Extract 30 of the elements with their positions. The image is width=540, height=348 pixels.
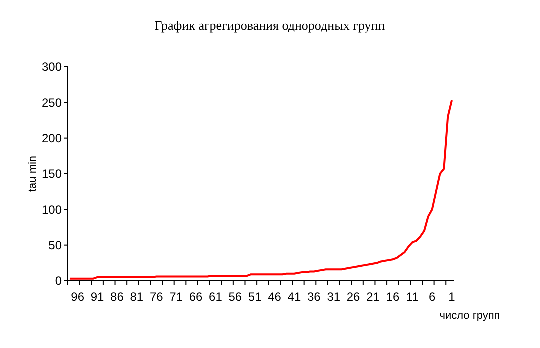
y-tick-label: 100 xyxy=(42,202,62,217)
x-tick-label: 51 xyxy=(248,290,262,304)
x-tick-label: 56 xyxy=(228,290,242,304)
y-tick-label: 200 xyxy=(42,132,62,146)
x-tick-label: 36 xyxy=(307,290,322,304)
x-tick-label: 66 xyxy=(189,290,204,304)
x-tick-label: 11 xyxy=(406,290,420,304)
x-tick-label: 41 xyxy=(288,290,302,304)
x-tick-label: 81 xyxy=(130,290,144,304)
y-axis-title: tau min xyxy=(27,156,39,192)
y-tick-label: 0 xyxy=(55,274,62,288)
x-tick-label: 46 xyxy=(268,290,282,304)
x-tick-label: 6 xyxy=(428,290,436,304)
x-tick-label: 26 xyxy=(346,290,361,304)
x-tick-label: 91 xyxy=(90,290,105,304)
y-tick-label: 300 xyxy=(42,60,62,74)
x-tick-label: 86 xyxy=(110,290,124,304)
x-tick-label: 76 xyxy=(150,290,164,304)
y-tick-label: 150 xyxy=(42,167,62,182)
x-tick-label: 31 xyxy=(327,290,341,304)
x-tick-label: 1 xyxy=(448,290,456,304)
x-tick-label: 71 xyxy=(170,290,184,304)
x-tick-label: 61 xyxy=(209,290,223,304)
chart-title: График агрегирования однородных групп xyxy=(154,18,386,33)
x-tick-label: 16 xyxy=(386,290,400,304)
y-tick-label: 250 xyxy=(42,96,62,110)
x-axis-title: число групп xyxy=(440,310,500,322)
y-tick-label: 50 xyxy=(48,238,62,253)
x-tick-label: 21 xyxy=(366,290,380,304)
x-tick-label: 96 xyxy=(71,290,85,304)
